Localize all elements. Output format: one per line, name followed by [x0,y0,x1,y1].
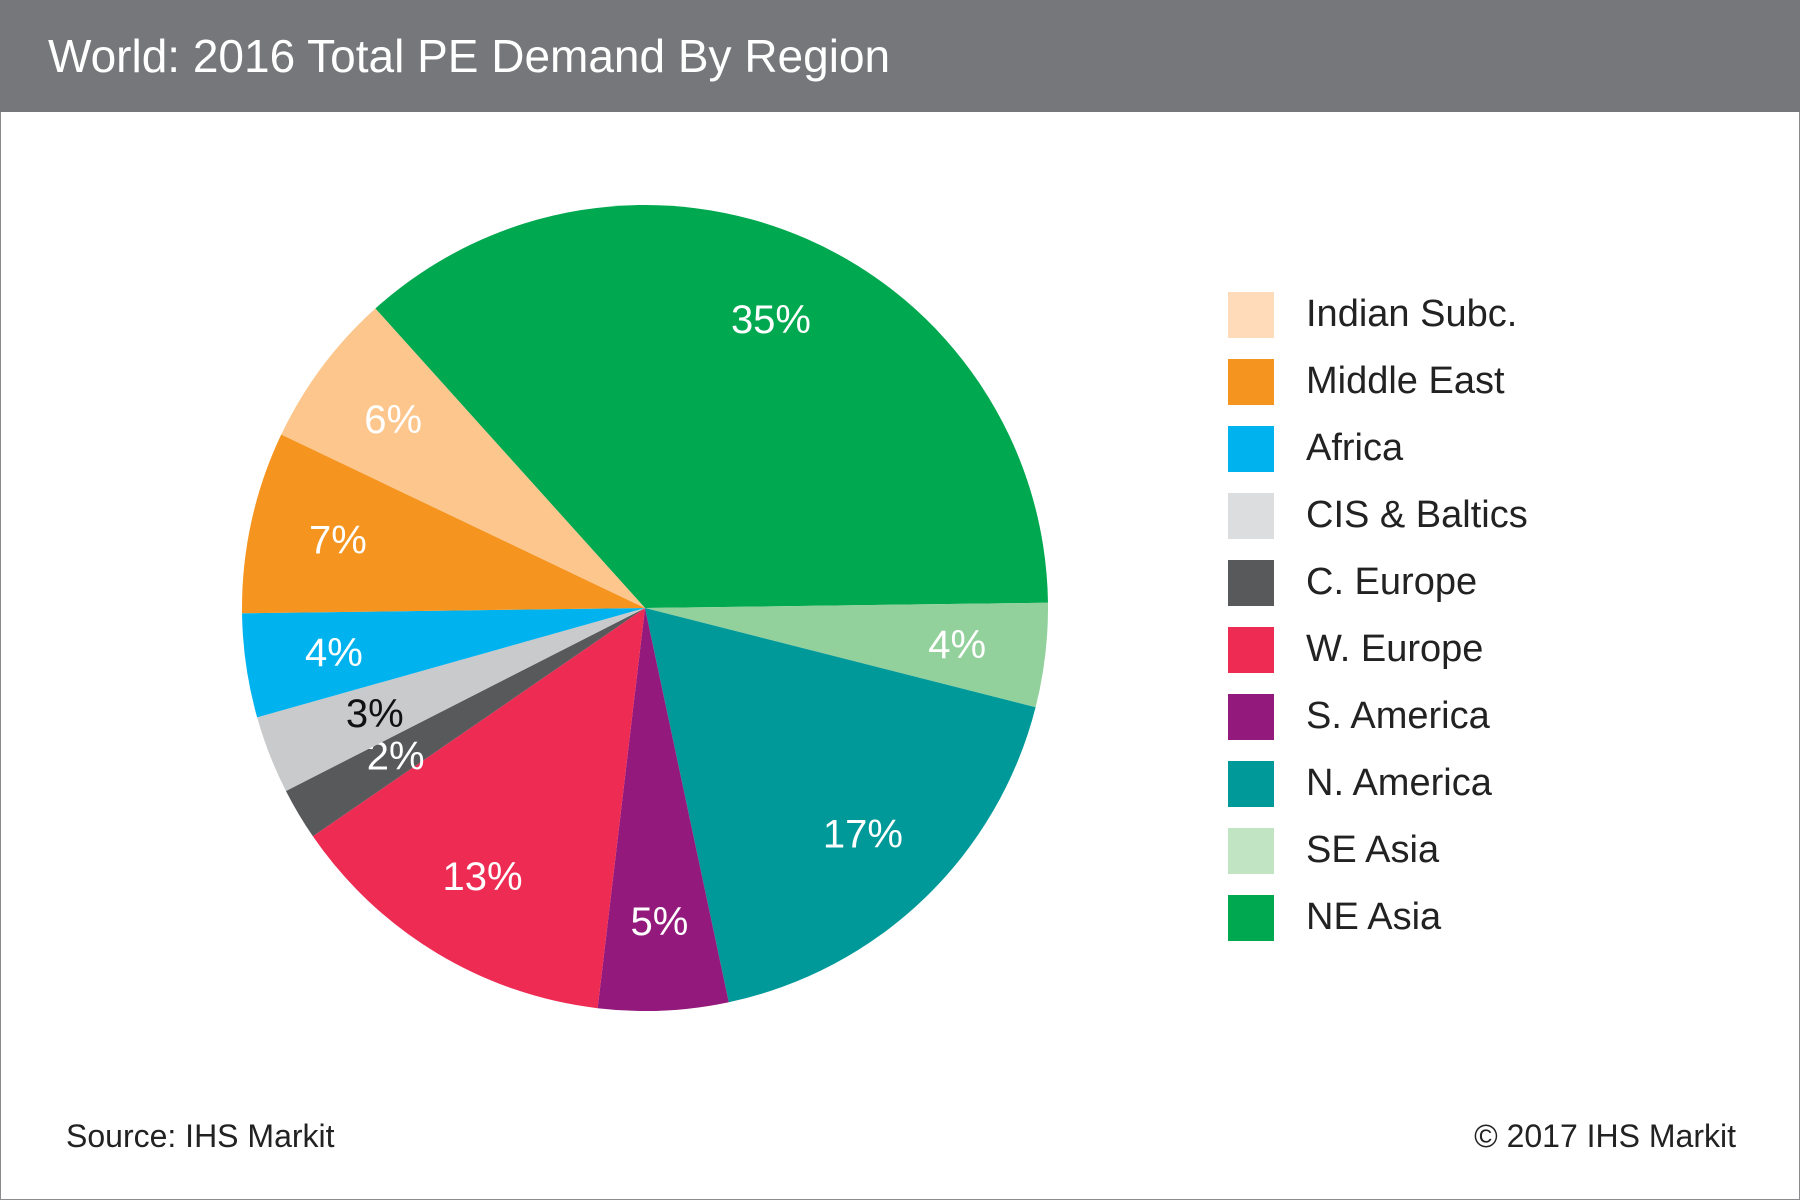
legend-swatch [1228,828,1274,874]
pie-slice-c-europe [285,608,645,837]
legend-swatch [1228,426,1274,472]
pie-slice-s-america [597,608,729,1011]
legend-label: C. Europe [1306,561,1478,603]
source-note: Source: IHS Markit [66,1118,335,1154]
slice-data-label: 3% [346,692,404,736]
header-bar: World: 2016 Total PE Demand By Region [0,0,1800,112]
legend-label: Middle East [1306,360,1505,402]
copyright-note: © 2017 IHS Markit [1474,1118,1736,1154]
pie-slice-n-america [645,608,1036,1003]
legend-swatch [1228,560,1274,606]
legend-label: SE Asia [1306,829,1440,871]
slice-data-label: 5% [630,900,688,944]
slice-data-label: 4% [928,623,986,667]
legend-label: Africa [1306,427,1404,469]
pie-slice-ne-asia [375,205,1048,608]
pie-slice-cis-baltics [257,608,645,791]
legend-swatch [1228,761,1274,807]
slice-data-label: 6% [364,398,422,442]
slice-data-label: 4% [305,631,363,675]
pie-slice-africa [242,608,645,718]
legend-swatch [1228,292,1274,338]
legend-swatch [1228,895,1274,941]
slice-data-label: 13% [442,855,522,899]
slice-data-label: 7% [309,519,367,563]
pie-slice-indian-subc [281,308,645,608]
slice-data-label: 17% [823,813,903,857]
legend-swatch [1228,694,1274,740]
legend-label: Indian Subc. [1306,293,1518,335]
legend-label: NE Asia [1306,896,1442,938]
pie-slice-se-asia [645,602,1048,708]
legend-label: S. America [1306,695,1490,737]
legend-swatch [1228,627,1274,673]
legend-label: N. America [1306,762,1492,804]
legend-swatch [1228,493,1274,539]
chart-title: World: 2016 Total PE Demand By Region [48,30,891,82]
pie-slice-middle-east [242,434,645,614]
legend-label: CIS & Baltics [1306,494,1528,536]
legend-swatch [1228,359,1274,405]
legend-label: W. Europe [1306,628,1484,670]
pie-slice-w-europe [312,608,645,1009]
slice-data-label: 35% [731,298,811,342]
